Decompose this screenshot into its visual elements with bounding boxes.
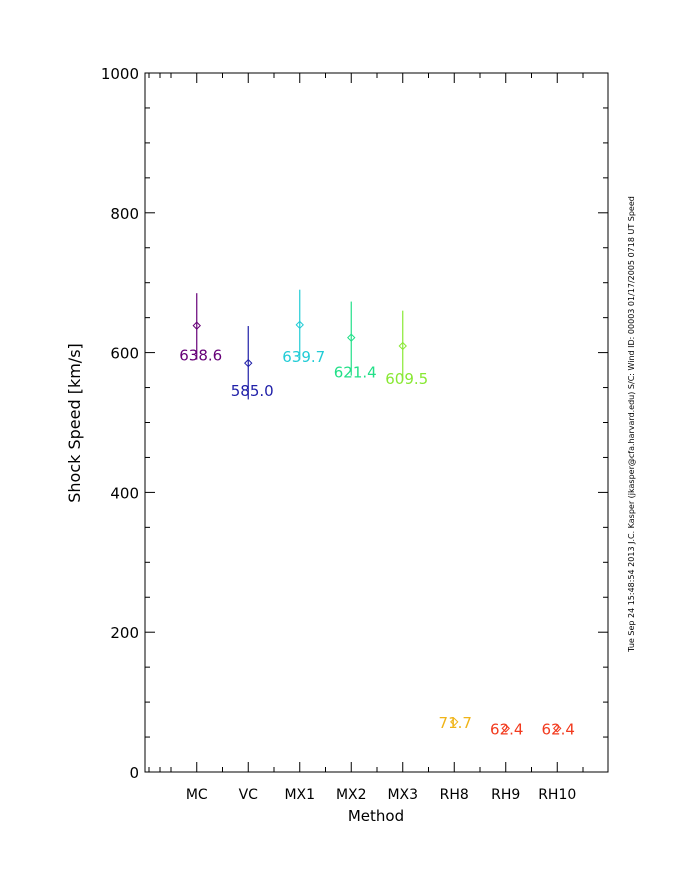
data-points: 638.6 585.0 639.7 621.4 609.5 71.7 62.4 62.4 xyxy=(179,289,575,738)
x-tick-label: VC xyxy=(239,787,259,803)
data-point-rh9: 62.4 xyxy=(490,720,523,738)
value-label: 621.4 xyxy=(334,364,377,382)
x-tick-label: MX3 xyxy=(387,787,418,803)
value-label: 609.5 xyxy=(385,370,428,388)
data-point-vc: 585.0 xyxy=(231,326,274,400)
side-note: Tue Sep 24 15:48:54 2013 J.C. Kasper (jk… xyxy=(627,196,636,653)
y-tick-label: 1000 xyxy=(101,65,139,83)
y-tick-label: 600 xyxy=(110,345,139,363)
axis-ticks xyxy=(145,72,608,773)
data-point-mx3: 609.5 xyxy=(385,310,428,388)
data-point-mc: 638.6 xyxy=(179,293,222,365)
plot-axes xyxy=(144,72,609,773)
data-point-rh8: 71.7 xyxy=(439,714,472,732)
point-marker xyxy=(192,321,201,330)
value-label: 585.0 xyxy=(231,382,274,400)
y-tick-label: 400 xyxy=(110,484,139,502)
x-tick-labels: MC VC MX1 MX2 MX3 RH8 RH9 RH10 xyxy=(186,787,576,803)
plot-frame xyxy=(144,72,609,773)
y-tick-label: 0 xyxy=(129,764,139,782)
point-marker xyxy=(347,333,356,342)
value-label: 71.7 xyxy=(439,714,472,732)
x-tick-label: MC xyxy=(186,787,208,803)
point-marker xyxy=(244,358,253,368)
x-tick-label: MX2 xyxy=(336,787,367,803)
y-tick-labels: 0 200 400 600 800 1000 xyxy=(101,65,139,782)
value-label: 62.4 xyxy=(542,720,575,738)
x-axis-label: Method xyxy=(348,807,404,825)
point-marker xyxy=(501,724,510,733)
value-label: 639.7 xyxy=(282,348,325,366)
value-label: 638.6 xyxy=(179,347,222,365)
x-tick-label: RH10 xyxy=(538,787,576,803)
value-label: 62.4 xyxy=(490,720,523,738)
data-point-mx2: 621.4 xyxy=(334,301,377,382)
y-tick-label: 800 xyxy=(110,205,139,223)
point-marker xyxy=(553,724,562,733)
y-tick-label: 200 xyxy=(110,624,139,642)
x-tick-label: RH8 xyxy=(440,787,469,803)
data-point-rh10: 62.4 xyxy=(542,720,575,738)
point-marker xyxy=(398,341,407,351)
y-axis-label: Shock Speed [km/s] xyxy=(65,343,84,503)
data-point-mx1: 639.7 xyxy=(282,289,325,366)
x-tick-label: MX1 xyxy=(284,787,315,803)
point-marker xyxy=(450,717,459,727)
x-tick-label: RH9 xyxy=(491,787,520,803)
point-marker xyxy=(295,320,304,330)
